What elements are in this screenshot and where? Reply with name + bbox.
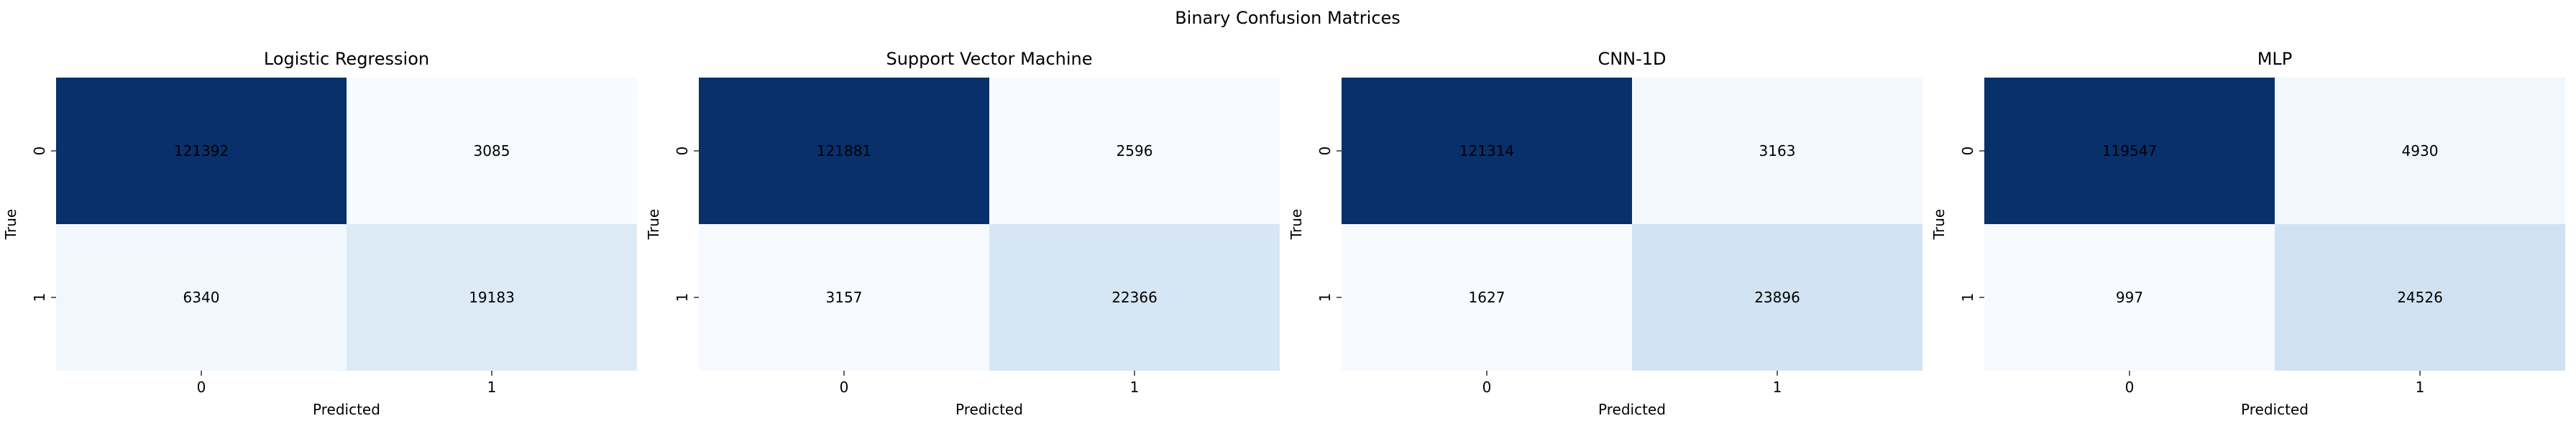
heatmap-cell: [56, 224, 347, 371]
cell-value-label: 119547: [2102, 142, 2157, 159]
x-tick-label: 0: [840, 379, 849, 396]
panel-title: CNN-1D: [1598, 49, 1666, 69]
cell-value-label: 23896: [1754, 289, 1800, 306]
y-tick-label: 1: [31, 293, 48, 302]
x-tick-label: 1: [1130, 379, 1140, 396]
cell-value-label: 2596: [1117, 142, 1153, 159]
x-tick-label: 1: [487, 379, 497, 396]
cell-value-label: 3163: [1759, 142, 1796, 159]
cell-value-label: 1627: [1469, 289, 1505, 306]
heatmap-panel: 119547 4930 997 24526 MLP 0 1 0 1 Predicted True: [1930, 49, 2565, 418]
heatmap-cell: [1984, 78, 2275, 224]
heatmap-cell: [1632, 78, 1922, 224]
y-tick-label: 1: [1316, 293, 1334, 302]
y-tick-label: 0: [31, 147, 48, 156]
y-tick-label: 0: [674, 147, 691, 156]
heatmap-cell: [56, 78, 347, 224]
x-tick-label: 0: [1482, 379, 1492, 396]
y-tick-label: 0: [1316, 147, 1334, 156]
heatmap-cell: [347, 78, 637, 224]
heatmap-cell: [2275, 78, 2565, 224]
y-tick-label: 0: [1959, 147, 1976, 156]
heatmap-cell: [699, 224, 989, 371]
y-axis-label: True: [2, 209, 19, 240]
cell-value-label: 19183: [469, 289, 515, 306]
heatmap-cell: [1984, 224, 2275, 371]
x-axis-label: Predicted: [955, 401, 1023, 418]
x-tick-label: 0: [197, 379, 206, 396]
y-tick-label: 1: [1959, 293, 1976, 302]
cell-value-label: 3157: [826, 289, 863, 306]
heatmap-panel: 121881 2596 3157 22366 Support Vector Machin…: [645, 49, 1280, 418]
cell-value-label: 997: [2116, 289, 2143, 306]
x-tick-label: 0: [2125, 379, 2135, 396]
cell-value-label: 24526: [2397, 289, 2443, 306]
y-axis-label: True: [645, 209, 662, 240]
heatmap-cell: [989, 224, 1280, 371]
x-axis-label: Predicted: [313, 401, 380, 418]
x-tick-label: 1: [1773, 379, 1782, 396]
panel-title: Logistic Regression: [264, 49, 429, 69]
cell-value-label: 22366: [1111, 289, 1158, 306]
cell-value-label: 121392: [174, 142, 229, 159]
x-tick-label: 1: [2416, 379, 2425, 396]
panel-title: MLP: [2258, 49, 2293, 69]
cell-value-label: 6340: [183, 289, 220, 306]
heatmap-cell: [1342, 224, 1632, 371]
heatmap-panel: 121314 3163 1627 23896 CNN-1D 0 1 0 1 Predicted Tr…: [1288, 49, 1922, 418]
figure-suptitle: Binary Confusion Matrices: [1175, 8, 1401, 28]
heatmap-cell: [1342, 78, 1632, 224]
y-tick-label: 1: [674, 293, 691, 302]
heatmap-cell: [989, 78, 1280, 224]
cell-value-label: 3085: [474, 142, 510, 159]
heatmap-panel: 121392 3085 6340 19183 Logistic Regression 0 1…: [2, 49, 637, 418]
x-axis-label: Predicted: [2241, 401, 2309, 418]
y-axis-label: True: [1288, 209, 1305, 240]
panel-title: Support Vector Machine: [886, 49, 1092, 69]
heatmap-cell: [2275, 224, 2565, 371]
heatmap-cell: [347, 224, 637, 371]
cell-value-label: 121881: [817, 142, 871, 159]
y-axis-label: True: [1930, 209, 1948, 240]
cell-value-label: 121314: [1459, 142, 1514, 159]
cell-value-label: 4930: [2402, 142, 2439, 159]
x-axis-label: Predicted: [1598, 401, 1666, 418]
heatmap-cell: [1632, 224, 1922, 371]
heatmap-cell: [699, 78, 989, 224]
